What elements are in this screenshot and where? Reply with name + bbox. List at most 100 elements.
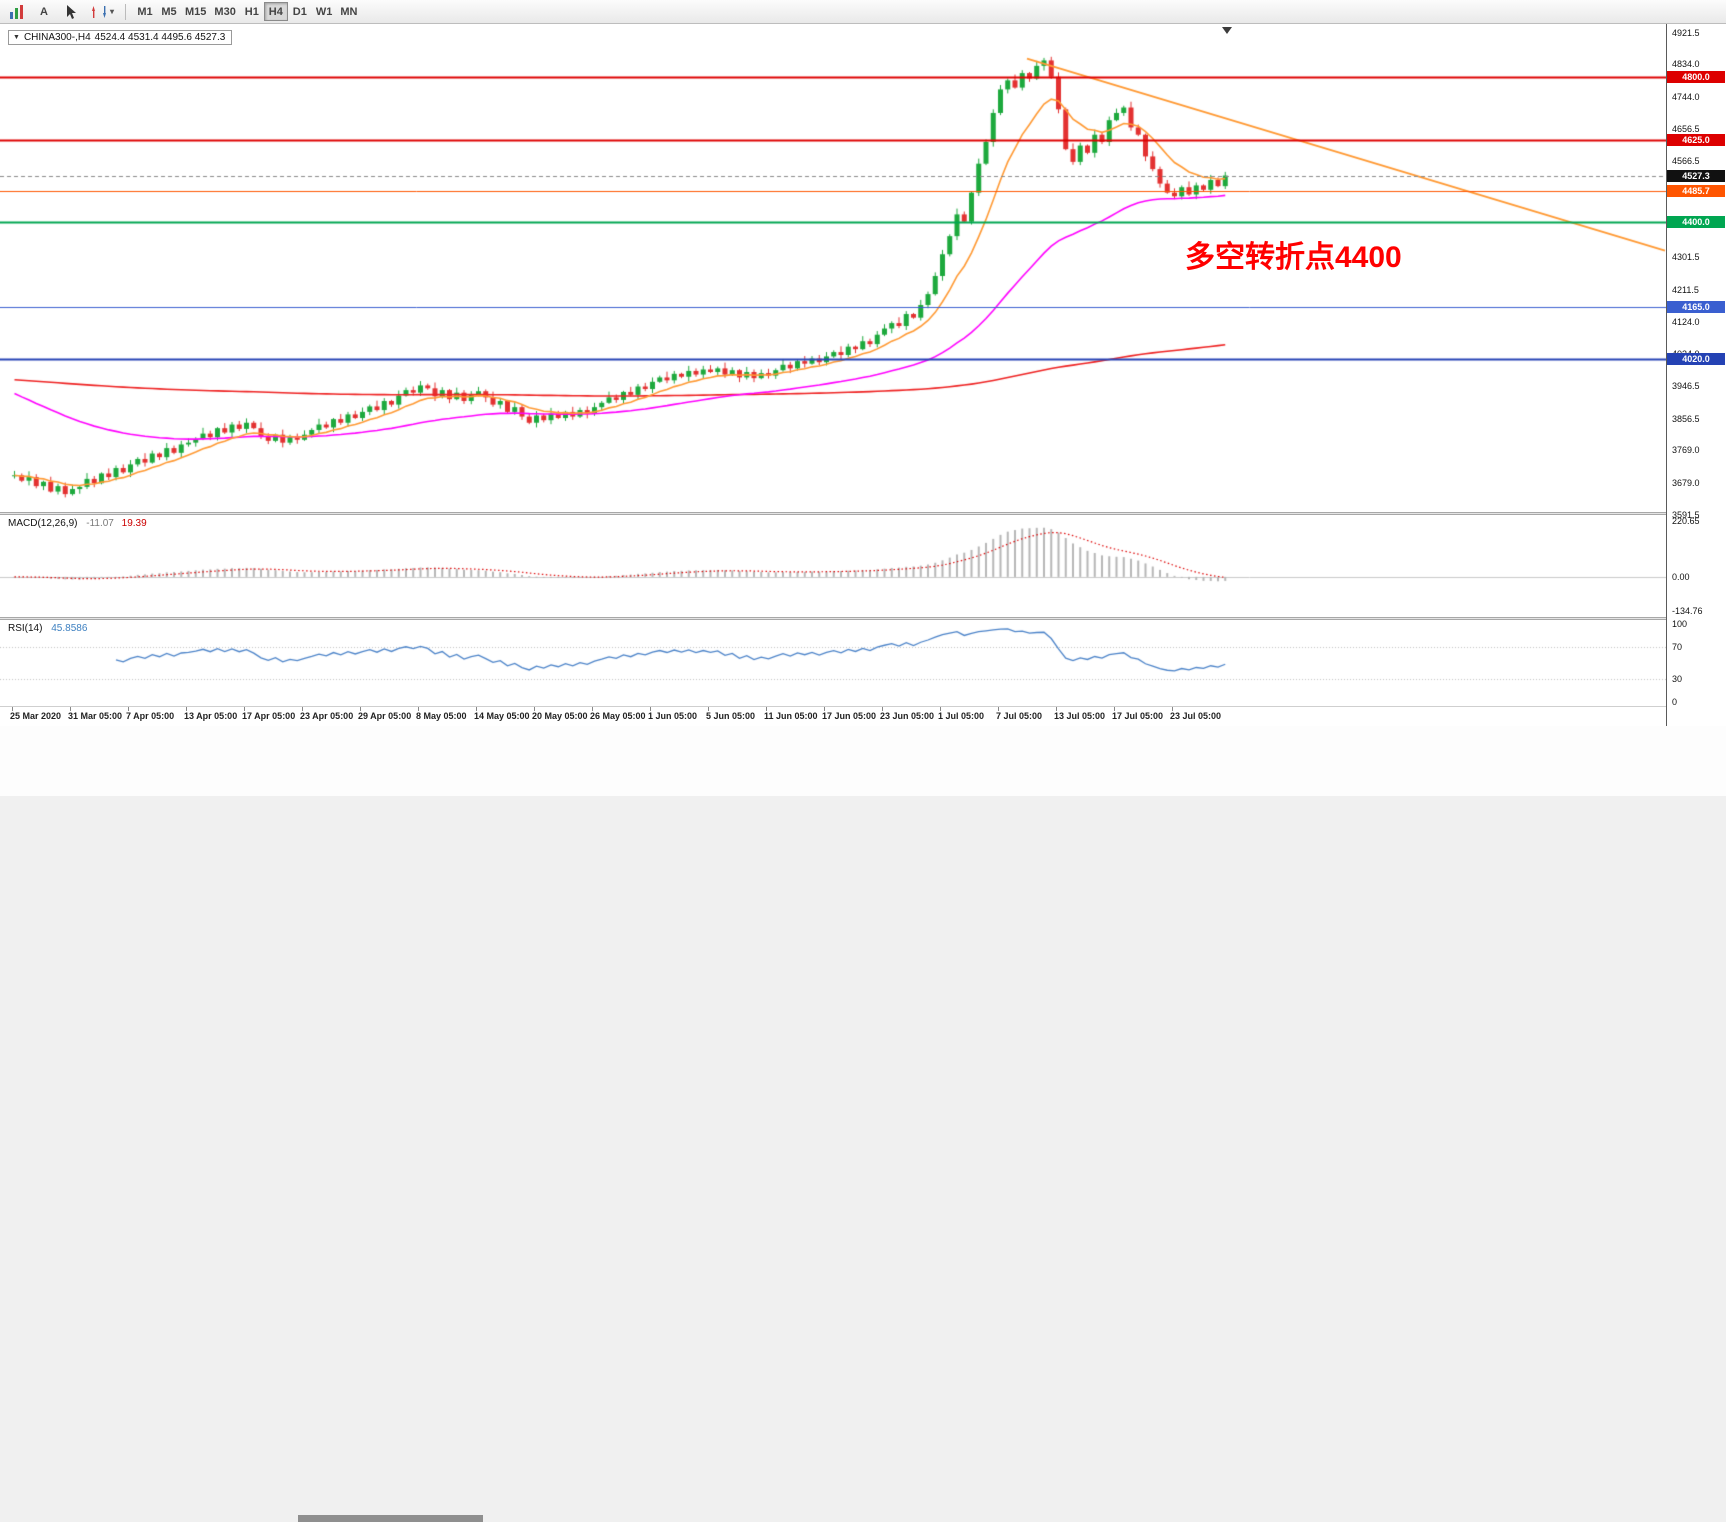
up-down-arrows-icon [92, 5, 106, 18]
time-tick-label: 7 Apr 05:00 [126, 711, 175, 721]
price-tick: 3679.0 [1672, 477, 1700, 488]
panel-divider-macd[interactable] [0, 512, 1666, 515]
timeframe-button-h1[interactable]: H1 [240, 2, 264, 21]
timeframe-button-h4[interactable]: H4 [263, 2, 288, 21]
hline-price-badge: 4485.7 [1667, 184, 1725, 197]
time-tick-mark [12, 707, 13, 711]
macd-label: MACD(12,26,9) -11.07 19.39 [8, 518, 147, 529]
time-tick-mark [766, 707, 767, 711]
time-tick-label: 5 Jun 05:00 [706, 711, 756, 721]
time-tick-label: 31 Mar 05:00 [68, 711, 123, 721]
chart-text-annotation[interactable]: 多空转折点4400 [1185, 241, 1402, 274]
symbol-caret-icon: ▼ [13, 34, 20, 41]
time-axis[interactable]: 25 Mar 2020 31 Mar 05:00 7 Apr 05:00 13 Apr… [0, 706, 1666, 727]
arrows-tool-button[interactable]: ▾ [86, 2, 118, 21]
cursor-icon [67, 4, 76, 19]
time-tick-mark [824, 707, 825, 711]
time-tick-mark [650, 707, 651, 711]
price-tick: 4211.5 [1672, 284, 1699, 295]
macd-name: MACD(12,26,9) [8, 518, 78, 529]
price-chart-canvas[interactable] [0, 26, 1666, 512]
current-price-badge: 4527.3 [1667, 169, 1725, 182]
symbol-ohlc-box[interactable]: ▼ CHINA300-,H4 4524.4 4531.4 4495.6 4527… [8, 30, 233, 45]
rsi-tick: 30 [1672, 673, 1683, 684]
time-tick-mark [1172, 707, 1173, 711]
price-tick: 4566.5 [1672, 156, 1700, 167]
timeframe-button-mn[interactable]: MN [336, 2, 361, 21]
time-tick-label: 8 May 05:00 [416, 711, 467, 721]
symbol-title: CHINA300-,H4 [23, 32, 91, 43]
panel-divider-rsi[interactable] [0, 617, 1666, 620]
chart-shift-marker[interactable] [1222, 27, 1232, 34]
hline-price-badge: 4020.0 [1667, 353, 1725, 366]
time-tick-label: 13 Apr 05:00 [184, 711, 238, 721]
timeframe-button-d1[interactable]: D1 [288, 2, 312, 21]
rsi-tick: 0 [1672, 697, 1678, 707]
rsi-tick: 100 [1672, 619, 1688, 629]
time-tick-label: 23 Jul 05:00 [1170, 711, 1222, 721]
time-tick-mark [360, 707, 361, 711]
price-tick: 3856.5 [1672, 413, 1700, 424]
macd-tick: 220.65 [1672, 516, 1700, 526]
macd-panel-canvas[interactable] [0, 515, 1666, 617]
time-tick-mark [476, 707, 477, 711]
rsi-panel-canvas[interactable] [0, 620, 1666, 706]
time-tick-label: 26 May 05:00 [590, 711, 646, 721]
toolbar: A ▾ M1 M5 M15 M30 H1 H4 D1 W1 MN [0, 0, 1726, 24]
bottom-partial-bar[interactable] [298, 1515, 483, 1522]
time-tick-label: 20 May 05:00 [532, 711, 588, 721]
timeframe-button-m1[interactable]: M1 [133, 2, 157, 21]
macd-main-value: -11.07 [86, 518, 114, 529]
hline-price-badge: 4400.0 [1667, 215, 1725, 228]
time-tick-mark [1114, 707, 1115, 711]
price-axis[interactable]: 4921.54834.04744.04656.54566.54479.04391… [1666, 24, 1726, 726]
time-tick-mark [1056, 707, 1057, 711]
cursor-tool-button[interactable] [58, 2, 84, 21]
timeframe-group: M1 M5 M15 M30 H1 H4 D1 W1 MN [133, 2, 361, 21]
rsi-value: 45.8586 [51, 623, 88, 634]
time-tick-mark [128, 707, 129, 711]
hline-price-badge: 4165.0 [1667, 300, 1725, 313]
time-tick-mark [592, 707, 593, 711]
time-tick-label: 17 Jul 05:00 [1112, 711, 1164, 721]
price-tick: 4744.0 [1672, 92, 1700, 102]
price-tick: 4656.5 [1672, 123, 1700, 134]
time-tick-label: 7 Jul 05:00 [996, 711, 1043, 721]
chevron-down-icon: ▾ [110, 7, 115, 16]
macd-tick: 0.00 [1672, 571, 1690, 582]
time-tick-label: 14 May 05:00 [474, 711, 530, 721]
rsi-tick: 70 [1672, 642, 1683, 653]
time-tick-mark [882, 707, 883, 711]
time-tick-label: 1 Jun 05:00 [648, 711, 698, 721]
price-tick: 3591.5 [1672, 509, 1700, 520]
toolbar-separator [125, 3, 127, 20]
rsi-name: RSI(14) [8, 623, 43, 634]
new-chart-icon-button[interactable] [4, 2, 30, 21]
tool-a-button[interactable]: A [32, 2, 56, 21]
timeframe-button-m5[interactable]: M5 [157, 2, 181, 21]
time-tick-mark [244, 707, 245, 711]
price-tick: 4301.5 [1672, 252, 1700, 263]
timeframe-button-m15[interactable]: M15 [181, 2, 210, 21]
hline-price-badge: 4625.0 [1667, 134, 1725, 147]
price-tick: 4921.5 [1672, 27, 1700, 38]
time-tick-label: 1 Jul 05:00 [938, 711, 985, 721]
time-tick-mark [708, 707, 709, 711]
time-tick-mark [418, 707, 419, 711]
time-tick-mark [940, 707, 941, 711]
rsi-label: RSI(14) 45.8586 [8, 623, 87, 634]
time-tick-label: 23 Apr 05:00 [300, 711, 354, 721]
time-tick-label: 29 Apr 05:00 [358, 711, 412, 721]
time-tick-mark [534, 707, 535, 711]
bottom-strip [0, 726, 1726, 1522]
time-tick-label: 17 Jun 05:00 [822, 711, 877, 721]
time-tick-mark [186, 707, 187, 711]
timeframe-button-w1[interactable]: W1 [312, 2, 337, 21]
time-tick-label: 25 Mar 2020 [10, 711, 62, 721]
macd-signal-value: 19.39 [121, 518, 147, 529]
price-tick: 4124.0 [1672, 316, 1700, 327]
price-tick: 3946.5 [1672, 380, 1700, 391]
timeframe-button-m30[interactable]: M30 [210, 2, 239, 21]
price-tick: 4834.0 [1672, 59, 1700, 70]
